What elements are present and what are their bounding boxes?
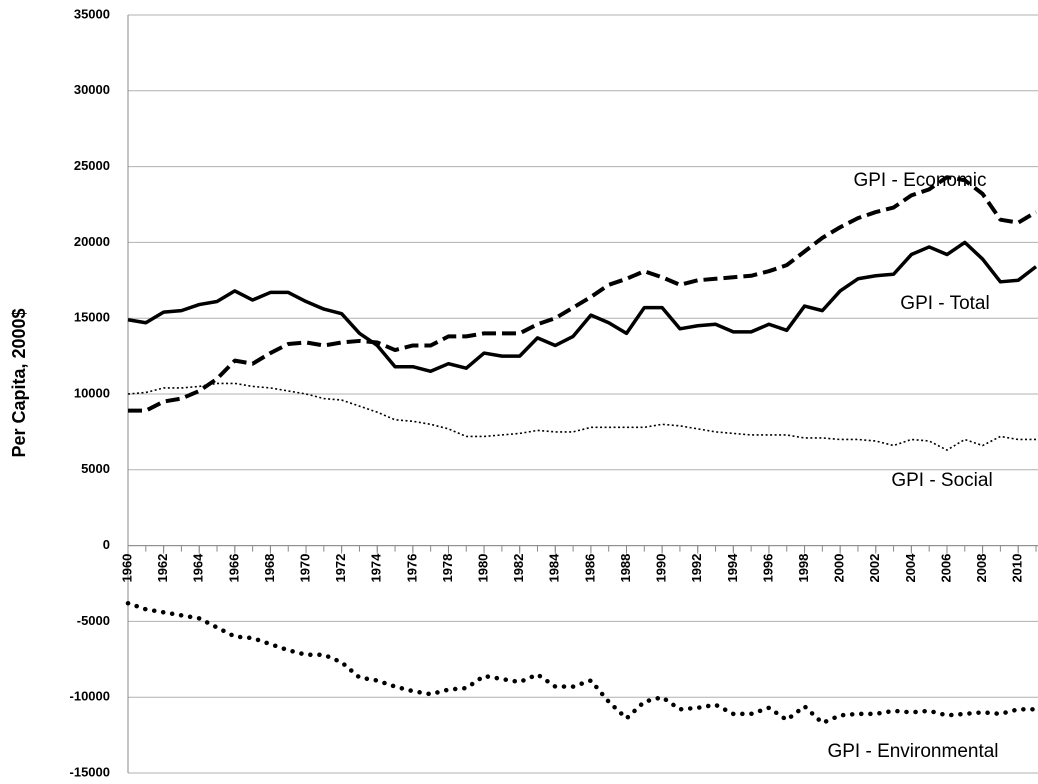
x-tick-label: 1996 [760,554,775,583]
x-tick-label: 1966 [226,554,241,583]
x-tick-label: 1972 [333,554,348,583]
line-series [127,382,1036,451]
y-tick-label: 25000 [74,158,110,173]
y-tick-label: -10000 [70,689,110,704]
x-tick-label: 1978 [440,554,455,583]
line-series [127,240,1038,374]
y-tick-label: 20000 [74,234,110,249]
x-tick-label: 2002 [867,554,882,583]
series-label: GPI - Social [891,470,992,491]
x-tick-label: 1960 [119,554,134,583]
y-tick-label: -15000 [70,764,110,779]
series-label: GPI - Total [900,293,989,314]
y-tick-label: 35000 [74,6,110,21]
x-tick-label: 1994 [725,553,740,583]
y-tick-label: 5000 [81,461,110,476]
x-tick-label: 2004 [903,553,918,583]
y-tick-label: 30000 [74,82,110,97]
series-label: GPI - Economic [853,170,986,191]
y-tick-label: 0 [103,537,110,552]
y-tick-label: 10000 [74,385,110,400]
x-tick-label: 1970 [297,554,312,583]
x-tick-label: 2000 [832,554,847,583]
x-tick-label: 1968 [262,554,277,583]
x-tick-label: 1976 [404,554,419,583]
series-label: GPI - Environmental [827,741,998,762]
line-series [128,175,1038,413]
x-tick-label: 1986 [582,554,597,583]
y-axis-label: Per Capita, 2000$ [9,308,29,457]
x-tick-label: 2006 [938,554,953,583]
x-tick-label: 1962 [155,554,170,583]
x-tick-label: 2010 [1010,554,1025,583]
x-tick-label: 1964 [191,553,206,583]
x-tick-label: 1980 [476,554,491,583]
x-tick-label: 1984 [547,553,562,583]
x-tick-label: 2008 [974,554,989,583]
line-series [125,600,1038,726]
x-tick-label: 1988 [618,554,633,583]
x-tick-label: 1982 [511,554,526,583]
x-tick-label: 1992 [689,554,704,583]
x-tick-label: 1998 [796,554,811,583]
x-tick-label: 1990 [654,554,669,583]
y-tick-label: 15000 [74,310,110,325]
y-tick-label: -5000 [77,613,110,628]
x-tick-label: 1974 [369,553,384,583]
